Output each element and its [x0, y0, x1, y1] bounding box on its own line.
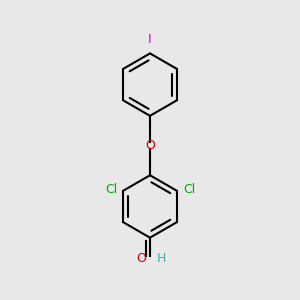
Text: H: H	[157, 252, 167, 265]
Text: Cl: Cl	[105, 183, 117, 196]
Text: I: I	[148, 33, 152, 46]
Text: O: O	[145, 139, 155, 152]
Text: Cl: Cl	[183, 183, 195, 196]
Text: O: O	[136, 252, 146, 265]
